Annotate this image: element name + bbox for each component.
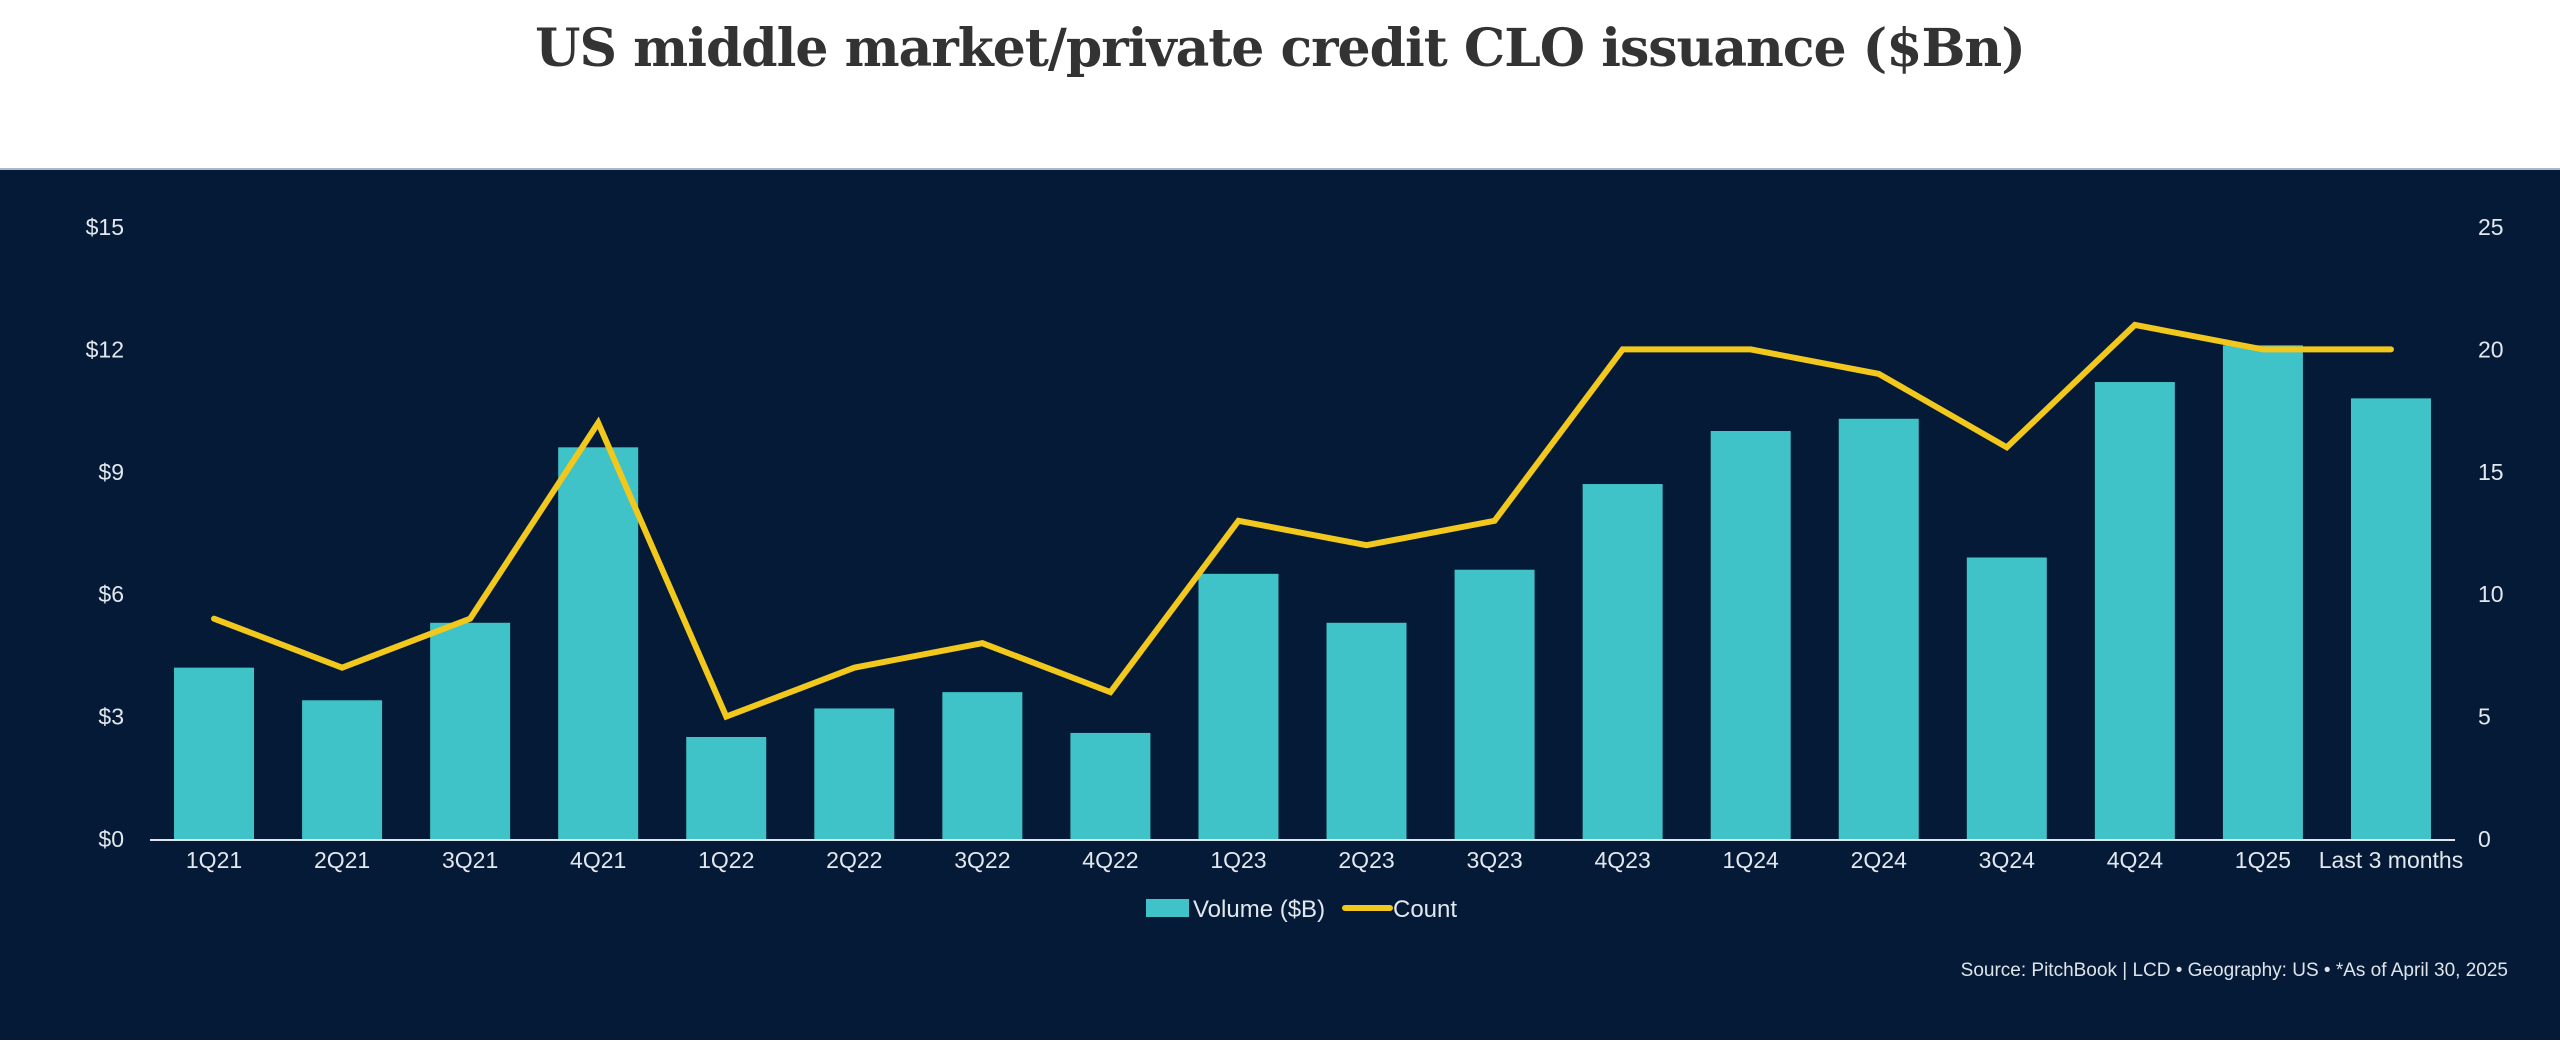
bar-volume [686, 737, 767, 839]
bar-volume [2350, 398, 2431, 839]
y-left-tick-label: $15 [86, 214, 124, 240]
x-tick-label: 3Q24 [1979, 847, 2035, 873]
x-tick-label: 1Q21 [186, 847, 242, 873]
line-count-point [597, 422, 599, 424]
bar-volume [1582, 484, 1663, 839]
line-count-point [1750, 348, 1752, 350]
y-right-tick-label: 5 [2478, 704, 2491, 730]
line-count-point [725, 716, 727, 718]
bar-volume [430, 622, 511, 839]
line-count-point [1494, 520, 1496, 522]
bar-volume [174, 667, 255, 839]
line-count-point [1622, 348, 1624, 350]
x-tick-label: 4Q23 [1595, 847, 1651, 873]
legend: Volume ($B) Count [1146, 896, 1457, 923]
legend-swatch-volume [1146, 899, 1189, 917]
x-tick-label: 1Q25 [2235, 847, 2291, 873]
x-tick-label: 4Q24 [2107, 847, 2163, 873]
y-left-tick-label: $9 [98, 459, 124, 485]
y-right-tick-label: 15 [2478, 459, 2504, 485]
line-count-point [469, 618, 471, 620]
line-count-point [1878, 373, 1880, 375]
line-count-point [1366, 544, 1368, 546]
bar-volume [1710, 431, 1791, 839]
x-axis: 1Q21 2Q21 3Q21 4Q21 1Q22 2Q22 3Q22 4Q22 1Q23 2Q23… [186, 847, 2463, 873]
bar-volume [1070, 732, 1151, 839]
line-count-point [2262, 348, 2264, 350]
y-left-tick-label: $12 [86, 336, 124, 362]
y-right-tick-label: 10 [2478, 581, 2504, 607]
x-tick-label: 1Q23 [1210, 847, 1266, 873]
bar-volume [1326, 622, 1407, 839]
x-tick-label: 1Q24 [1723, 847, 1779, 873]
line-count-point [853, 667, 855, 669]
x-tick-label: Last 3 months [2319, 847, 2463, 873]
y-left-tick-label: $3 [98, 704, 124, 730]
line-count-point [2134, 324, 2136, 326]
line-count-point [213, 618, 215, 620]
bar-volume [2222, 345, 2303, 839]
line-count-point [2006, 446, 2008, 448]
x-tick-label: 3Q22 [954, 847, 1010, 873]
legend-label-count: Count [1393, 896, 1457, 923]
line-series-count [211, 321, 2394, 721]
y-axis-right: 0 5 10 15 20 25 [2478, 214, 2504, 852]
line-count-point [1237, 520, 1239, 522]
line-count [211, 321, 2394, 721]
bar-volume [1966, 557, 2047, 839]
bar-volume [814, 708, 895, 839]
bar-volume [942, 692, 1023, 839]
chart-svg: $0 $3 $6 $9 $12 $15 0 5 10 15 20 25 1Q21 2Q21 3Q21 4Q… [86, 214, 2508, 981]
line-count-point [1109, 691, 1111, 693]
y-right-tick-label: 20 [2478, 336, 2504, 362]
chart-title: US middle market/private credit CLO issu… [535, 18, 2026, 79]
bar-volume [1838, 418, 1919, 839]
line-count-point [981, 642, 983, 644]
x-tick-label: 1Q22 [698, 847, 754, 873]
line-count-point [2390, 348, 2392, 350]
x-tick-label: 2Q21 [314, 847, 370, 873]
x-tick-label: 3Q23 [1466, 847, 1522, 873]
x-tick-label: 2Q24 [1851, 847, 1907, 873]
bar-volume [558, 447, 639, 839]
bar-volume [1198, 573, 1279, 839]
y-right-tick-label: 0 [2478, 826, 2491, 852]
bar-volume [1454, 569, 1535, 839]
bar-volume [2094, 382, 2175, 839]
bar-series-volume [174, 345, 2431, 839]
bar-volume [302, 700, 383, 839]
chart-panel: $0 $3 $6 $9 $12 $15 0 5 10 15 20 25 1Q21 2Q21 3Q21 4Q… [0, 168, 2560, 1040]
line-count-point [341, 667, 343, 669]
x-tick-label: 4Q21 [570, 847, 626, 873]
x-tick-label: 2Q22 [826, 847, 882, 873]
legend-label-volume: Volume ($B) [1193, 896, 1325, 923]
x-tick-label: 3Q21 [442, 847, 498, 873]
y-axis-left: $0 $3 $6 $9 $12 $15 [86, 214, 124, 852]
y-left-tick-label: $0 [98, 826, 124, 852]
x-tick-label: 4Q22 [1082, 847, 1138, 873]
y-right-tick-label: 25 [2478, 214, 2504, 240]
source-note: Source: PitchBook | LCD • Geography: US … [1961, 960, 2508, 981]
y-left-tick-label: $6 [98, 581, 124, 607]
x-tick-label: 2Q23 [1338, 847, 1394, 873]
